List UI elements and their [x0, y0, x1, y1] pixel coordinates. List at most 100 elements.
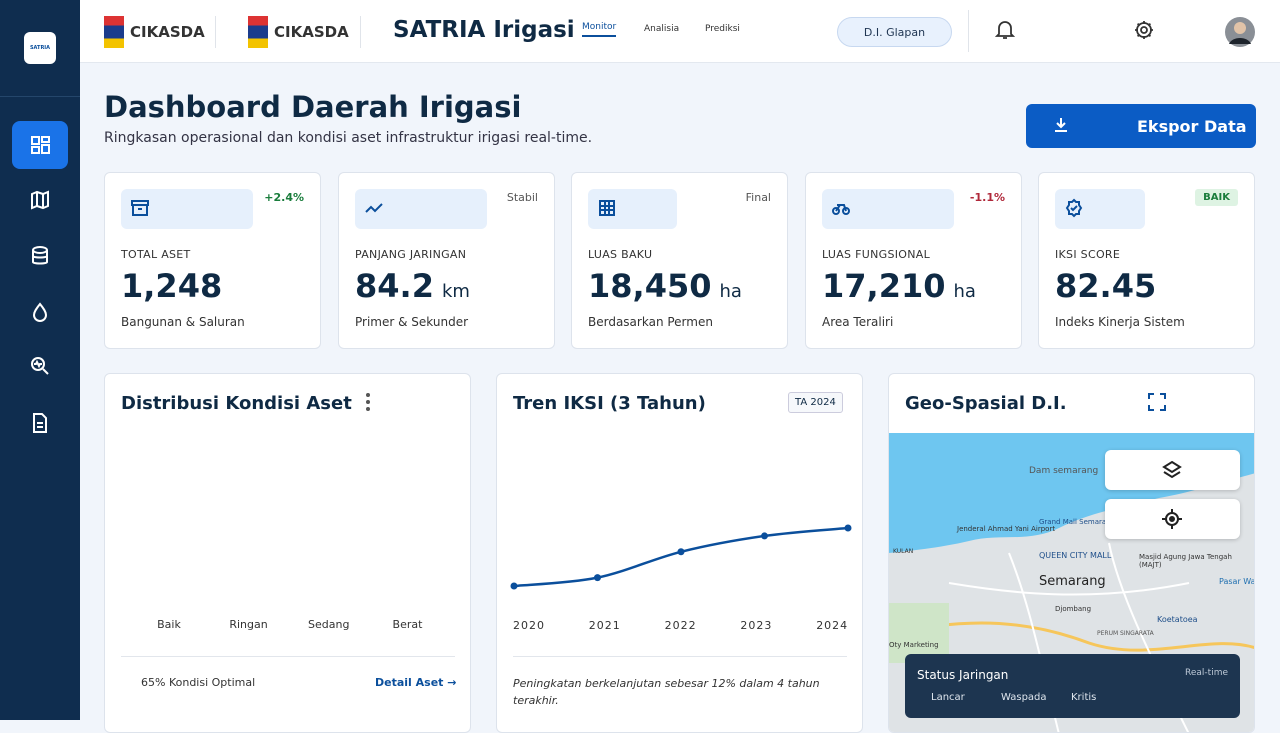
divider [121, 656, 455, 657]
status-item: Lancar [931, 692, 965, 703]
map-label: PERUM SINGARATA [1097, 630, 1154, 637]
stat-unit: ha [719, 281, 742, 302]
status-item: Waspada [1001, 692, 1047, 703]
nav-tab[interactable]: Prediksi [705, 24, 740, 34]
nav-map[interactable] [12, 176, 68, 224]
map-label: Djombang [1055, 605, 1092, 613]
map-label: Grand Mall Semarang [1039, 518, 1116, 526]
stat-label: TOTAL ASET [121, 248, 191, 261]
nav-tab[interactable]: Analisia [644, 24, 680, 34]
data-point [844, 524, 852, 532]
nav-dashboard[interactable] [12, 121, 68, 169]
data-point [677, 548, 685, 556]
export-button[interactable]: Ekspor Data [1026, 104, 1256, 148]
stat-badge: Stabil [506, 191, 538, 204]
stat-caption: Primer & Sekunder [355, 315, 469, 329]
logo: CIKASDA [104, 16, 205, 48]
x-tick-label: 2021 [589, 619, 621, 632]
stat-caption: Berdasarkan Permen [588, 315, 713, 329]
settings[interactable] [1133, 19, 1155, 41]
stat-value: 17,210 ha [822, 267, 976, 305]
stat-number: 82.45 [1055, 267, 1157, 305]
map-label: Dam semarang [1029, 466, 1099, 476]
summary: 65% Kondisi Optimal [141, 676, 256, 689]
download-icon [1055, 118, 1067, 132]
stat-unit: km [441, 281, 470, 302]
fullscreen[interactable] [1147, 392, 1167, 412]
map-label: QUEEN CITY MALL [1039, 551, 1112, 560]
iksi-trend-card: Tren IKSI (3 Tahun) TA 2024 2020 2021 2022… [496, 373, 863, 733]
year-badge: TA 2024 [788, 392, 843, 413]
card-title: Tren IKSI (3 Tahun) [513, 393, 706, 414]
status-title: Status Jaringan [917, 668, 1009, 682]
stat-number: 17,210 [822, 267, 946, 305]
card-title: Distribusi Kondisi Aset [121, 393, 352, 414]
nav-report[interactable] [12, 399, 68, 447]
locate-button[interactable] [1105, 499, 1240, 539]
divider [968, 10, 969, 52]
stat-card: BAIK IKSI SCORE 82.45 Indeks Kinerja Sistem [1038, 172, 1255, 349]
divider [215, 16, 216, 48]
map-label: Jenderal Ahmad Yani Airport [957, 525, 1056, 533]
stat-caption: Area Teraliri [822, 315, 894, 329]
divider [513, 656, 847, 657]
x-tick-label: 2020 [513, 619, 545, 632]
category-label: Sedang [308, 618, 350, 631]
stat-caption: Bangunan & Saluran [121, 315, 245, 329]
status-badge: Real-time [1185, 668, 1228, 678]
x-tick-label: 2024 [816, 619, 848, 632]
page-title: Dashboard Daerah Irigasi [104, 90, 522, 124]
category-label: Ringan [229, 618, 268, 631]
export-label: Ekspor Data [1137, 117, 1247, 136]
stat-badge: -1.1% [969, 191, 1005, 204]
stat-value: 84.2 km [355, 267, 470, 305]
logo-text: CIKASDA [130, 23, 205, 41]
stat-card: -1.1% LUAS FUNGSIONAL 17,210 ha Area Teralir… [805, 172, 1022, 349]
asset-distribution-card: Distribusi Kondisi Aset Baik Ringan Sedang… [104, 373, 471, 733]
map-label: Semarang [1039, 574, 1106, 589]
stat-value: 1,248 [121, 267, 222, 305]
stat-value: 82.45 [1055, 267, 1156, 305]
stat-label: PANJANG JARINGAN [355, 248, 467, 261]
icon [599, 200, 615, 216]
nav-tab[interactable]: Monitor [582, 22, 617, 37]
stat-card: Final LUAS BAKU 18,450 ha Berdasarkan Permen [571, 172, 788, 349]
nav-analysis[interactable] [12, 342, 68, 390]
x-tick-label: 2022 [665, 619, 697, 632]
category-label: Baik [157, 618, 181, 631]
stat-card: +2.4% TOTAL ASET 1,248 Bangunan & Saluran [104, 172, 321, 349]
stat-badge: Final [745, 191, 771, 204]
map-label: Oty Marketing [889, 641, 939, 649]
location-selector[interactable]: D.I. Glapan [837, 17, 952, 47]
divider [360, 16, 361, 48]
sidebar-logo[interactable]: SATRIA [24, 32, 56, 64]
map-label: Koetatoea [1157, 615, 1198, 624]
stat-label: LUAS FUNGSIONAL [822, 248, 931, 261]
stat-badge: BAIK [1195, 189, 1238, 206]
avatar[interactable] [1225, 17, 1255, 47]
stat-icon [355, 189, 487, 229]
app-title: SATRIA Irigasi [393, 17, 575, 43]
page-subtitle: Ringkasan operasional dan kondisi aset i… [104, 130, 593, 146]
stat-number: 18,450 [588, 267, 712, 305]
stat-caption: Indeks Kinerja Sistem [1055, 315, 1185, 329]
nav-database[interactable] [12, 232, 68, 280]
menu[interactable] [365, 392, 371, 412]
sidebar: SATRIA [0, 0, 80, 720]
network-status: Status Jaringan Real-time Lancar Waspada K… [905, 654, 1240, 718]
notifications[interactable] [995, 19, 1015, 41]
detail-link[interactable]: Detail Aset → [375, 676, 457, 689]
map-label: Masjid Agung Jawa Tengah (MAJT) [1139, 553, 1232, 569]
logo: CIKASDA [248, 16, 349, 48]
trend-note: Peningkatan berkelanjutan sebesar 12% da… [513, 677, 820, 707]
stat-icon [822, 189, 954, 229]
data-point [761, 532, 768, 540]
divider [0, 96, 80, 97]
map-label: KULAN [893, 548, 914, 555]
icon [365, 203, 383, 213]
x-tick-label: 2023 [740, 619, 772, 632]
icon [1065, 198, 1083, 218]
nav-water[interactable] [12, 288, 68, 336]
layers-button[interactable] [1105, 450, 1240, 490]
